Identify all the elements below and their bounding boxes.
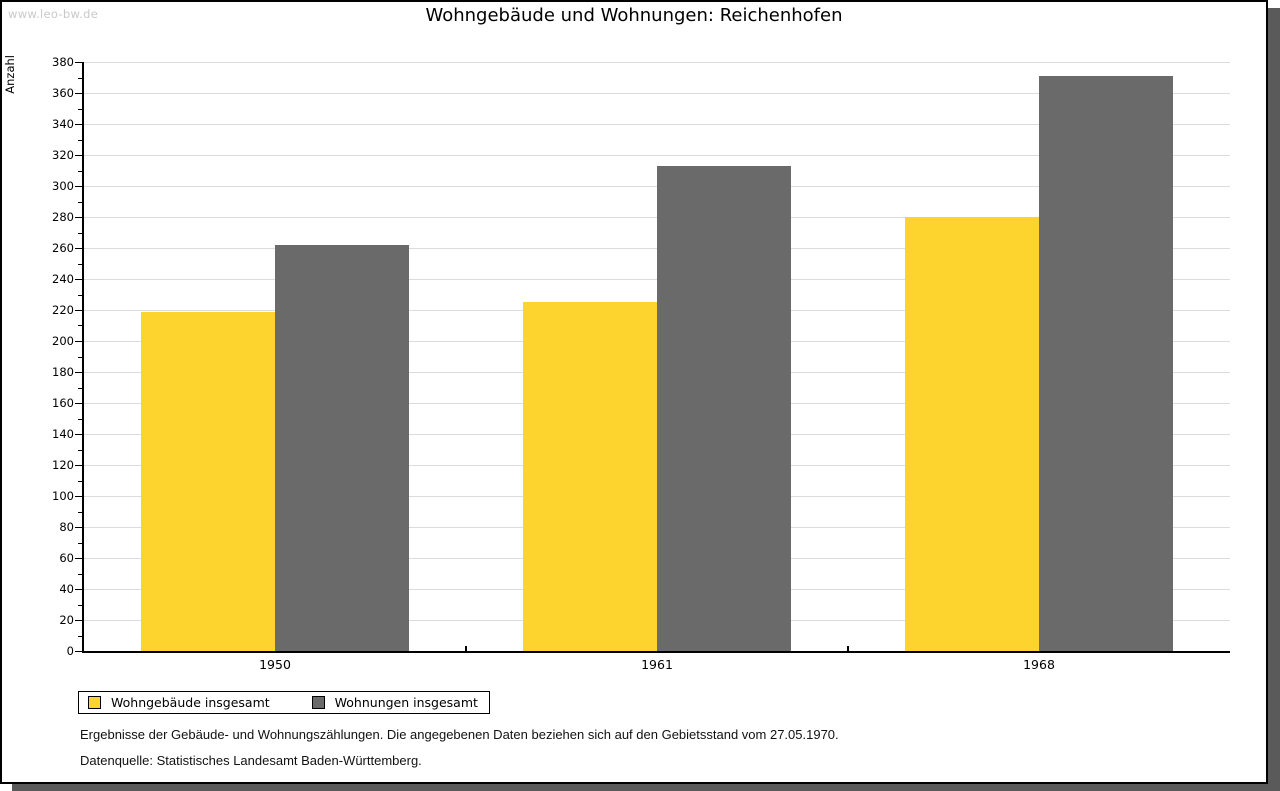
y-axis-tick-label: 60 <box>59 551 74 565</box>
y-axis-tick <box>75 248 82 249</box>
y-axis-tick <box>75 93 82 94</box>
y-axis-minor-tick <box>78 481 82 482</box>
y-axis-tick-label: 40 <box>59 582 74 596</box>
legend-item-wohnungen: Wohnungen insgesamt <box>311 695 478 710</box>
y-axis-minor-tick <box>78 512 82 513</box>
y-axis-tick <box>75 465 82 466</box>
y-axis-minor-tick <box>78 140 82 141</box>
gridline <box>84 155 1230 156</box>
y-axis-tick-label: 300 <box>52 179 74 193</box>
legend: Wohngebäude insgesamt Wohnungen insgesam… <box>78 691 490 714</box>
y-axis-tick <box>75 651 82 652</box>
y-axis-tick-label: 320 <box>52 148 74 162</box>
y-axis-tick <box>75 620 82 621</box>
x-axis-boundary-tick <box>465 646 467 651</box>
y-axis-tick <box>75 403 82 404</box>
bar-1950-wohngebaeude <box>141 312 275 651</box>
bar-1950-wohnungen <box>275 245 409 651</box>
y-axis-tick-label: 200 <box>52 334 74 348</box>
y-axis-tick <box>75 341 82 342</box>
y-axis-tick-label: 380 <box>52 55 74 69</box>
footnote-source-note: Ergebnisse der Gebäude- und Wohnungszähl… <box>80 727 839 742</box>
y-axis-tick-label: 360 <box>52 86 74 100</box>
y-axis-title: Anzahl <box>3 55 17 94</box>
y-axis-tick <box>75 155 82 156</box>
y-axis-tick-label: 0 <box>66 644 74 658</box>
legend-swatch-yellow <box>88 696 101 709</box>
footnote-data-source: Datenquelle: Statistisches Landesamt Bad… <box>80 753 422 768</box>
gridline <box>84 93 1230 94</box>
y-axis-tick-label: 240 <box>52 272 74 286</box>
bar-1961-wohngebaeude <box>523 302 657 651</box>
y-axis-tick <box>75 186 82 187</box>
y-axis-tick-label: 120 <box>52 458 74 472</box>
y-axis-minor-tick <box>78 171 82 172</box>
y-axis-tick <box>75 558 82 559</box>
y-axis-minor-tick <box>78 295 82 296</box>
y-axis-tick-label: 100 <box>52 489 74 503</box>
y-axis-minor-tick <box>78 636 82 637</box>
legend-swatch-gray <box>311 696 325 709</box>
legend-label: Wohnungen insgesamt <box>334 695 478 710</box>
y-axis-tick <box>75 62 82 63</box>
bar-1968-wohnungen <box>1039 76 1173 651</box>
x-axis-tick-label: 1961 <box>641 657 673 672</box>
y-axis-minor-tick <box>78 419 82 420</box>
page-title: Wohngebäude und Wohnungen: Reichenhofen <box>425 5 843 26</box>
y-axis-tick <box>75 589 82 590</box>
legend-label: Wohngebäude insgesamt <box>111 695 270 710</box>
y-axis-tick <box>75 372 82 373</box>
y-axis-tick-label: 220 <box>52 303 74 317</box>
gridline <box>84 124 1230 125</box>
bar-1968-wohngebaeude <box>905 217 1039 651</box>
y-axis-tick-label: 160 <box>52 396 74 410</box>
y-axis-tick-label: 260 <box>52 241 74 255</box>
y-axis-minor-tick <box>78 264 82 265</box>
y-axis-tick-label: 20 <box>59 613 74 627</box>
y-axis-minor-tick <box>78 543 82 544</box>
y-axis-tick <box>75 434 82 435</box>
y-axis-minor-tick <box>78 325 82 326</box>
y-axis-minor-tick <box>78 202 82 203</box>
x-axis-boundary-tick <box>847 646 849 651</box>
y-axis-tick-label: 180 <box>52 365 74 379</box>
y-axis-minor-tick <box>78 233 82 234</box>
bar-1961-wohnungen <box>657 166 791 651</box>
y-axis-tick-label: 140 <box>52 427 74 441</box>
y-axis-minor-tick <box>78 450 82 451</box>
y-axis-tick <box>75 279 82 280</box>
y-axis-tick-label: 340 <box>52 117 74 131</box>
y-axis-minor-tick <box>78 388 82 389</box>
y-axis-minor-tick <box>78 357 82 358</box>
y-axis-tick <box>75 527 82 528</box>
y-axis-tick-label: 80 <box>59 520 74 534</box>
y-axis-tick <box>75 496 82 497</box>
y-axis-tick <box>75 217 82 218</box>
legend-item-wohngebaeude: Wohngebäude insgesamt <box>88 695 270 710</box>
y-axis-minor-tick <box>78 574 82 575</box>
x-axis-tick-label: 1950 <box>259 657 291 672</box>
y-axis-tick-label: 280 <box>52 210 74 224</box>
y-axis-minor-tick <box>78 605 82 606</box>
y-axis-minor-tick <box>78 78 82 79</box>
plot-area: 0 20 40 60 80 100 120 140 160 180 200 220 240 260 280 3… <box>52 56 1230 672</box>
gridline <box>84 62 1230 63</box>
x-axis-tick-label: 1968 <box>1023 657 1055 672</box>
y-axis-tick <box>75 124 82 125</box>
y-axis-tick <box>75 310 82 311</box>
watermark: www.leo-bw.de <box>8 7 99 21</box>
y-axis-minor-tick <box>78 109 82 110</box>
